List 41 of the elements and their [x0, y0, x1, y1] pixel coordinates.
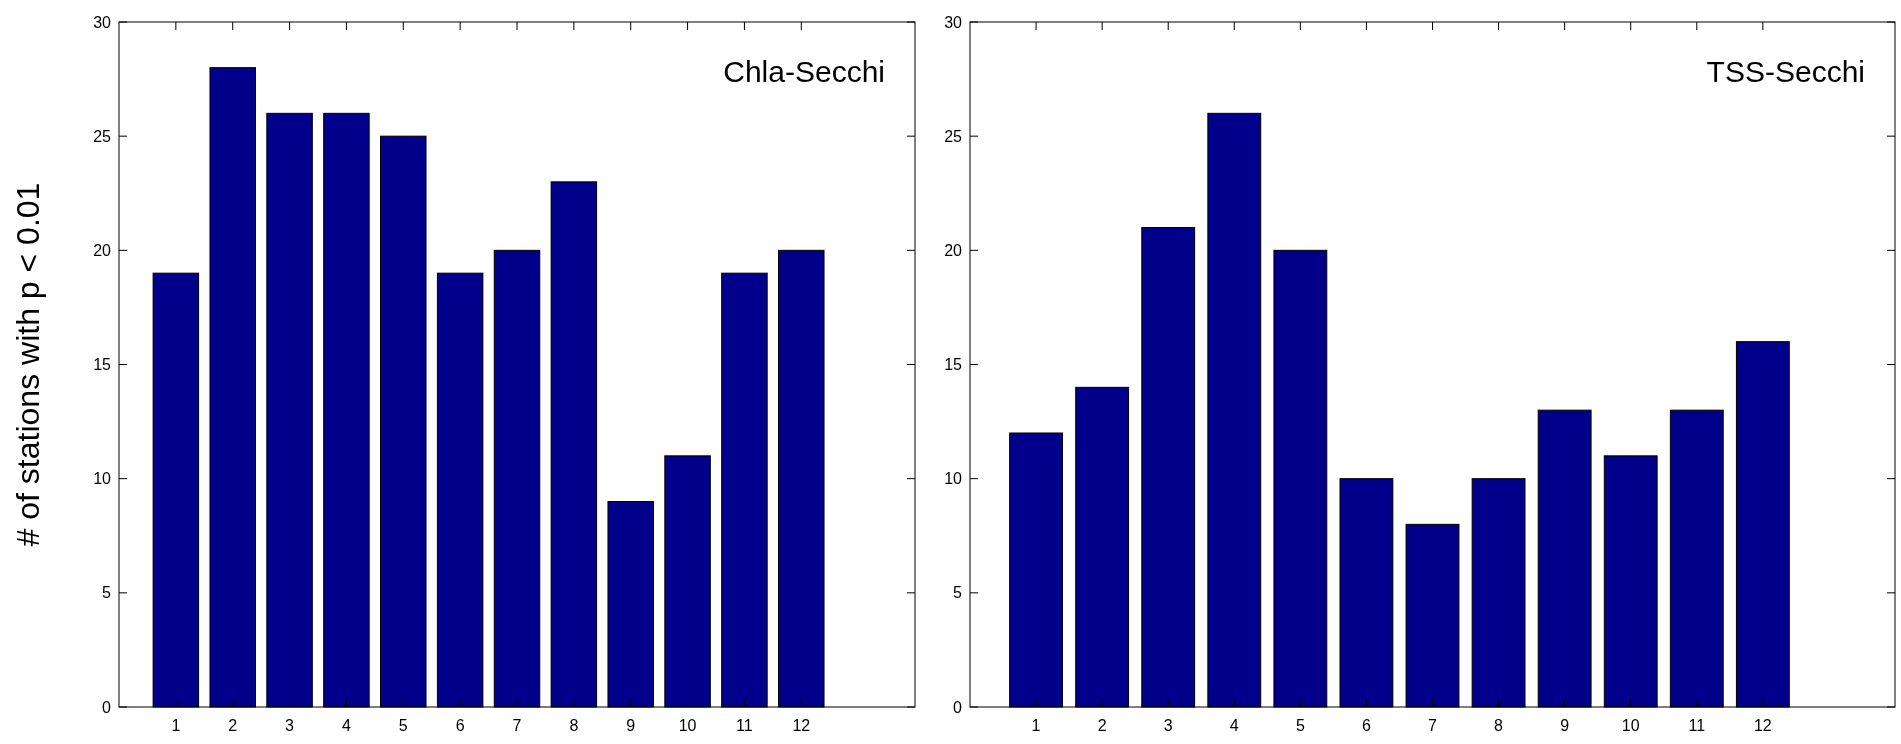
x-tick-label: 4	[1229, 717, 1239, 734]
y-tick-label: 0	[102, 698, 112, 716]
text: Chla-Secchi	[723, 55, 885, 88]
x-tick-label: 1	[1031, 717, 1041, 734]
y-tick-label: 5	[953, 584, 963, 602]
x-tick-label: 1	[171, 717, 181, 734]
x-tick-label: 2	[1097, 717, 1107, 734]
x-tick-label: 5	[398, 717, 408, 734]
y-tick-label: 30	[944, 13, 963, 31]
x-tick-label: 11	[1688, 717, 1706, 734]
x-tick-label: 4	[341, 717, 351, 734]
y-tick-label: 20	[93, 241, 112, 259]
y-tick-label: 5	[102, 584, 112, 602]
x-tick-label: 3	[1163, 717, 1173, 734]
y-tick-label: 30	[93, 13, 112, 31]
x-tick-label: 7	[512, 717, 522, 734]
x-tick-label: 3	[285, 717, 295, 734]
x-tick-label: 11	[736, 717, 753, 734]
x-tick-label: 6	[455, 717, 465, 734]
x-tick-label: 12	[792, 717, 811, 734]
y-tick-label: 0	[953, 698, 963, 716]
x-tick-label: 6	[1361, 717, 1371, 734]
x-tick-label: 2	[228, 717, 238, 734]
x-tick-label: 9	[626, 717, 636, 734]
x-tick-label: 10	[678, 717, 697, 734]
y-tick-label: 10	[944, 470, 963, 488]
y-axis-title: # of stations with p < 0.01	[10, 182, 46, 547]
x-tick-label: 10	[1621, 717, 1640, 734]
y-tick-label: 15	[93, 356, 112, 374]
text: TSS-Secchi	[1706, 55, 1865, 88]
y-tick-label: 25	[93, 127, 112, 145]
y-tick-label: 10	[93, 470, 112, 488]
x-tick-label: 8	[569, 717, 579, 734]
x-tick-label: 8	[1494, 717, 1504, 734]
x-tick-label: 9	[1560, 717, 1570, 734]
y-tick-label: 25	[944, 127, 963, 145]
x-tick-label: 7	[1428, 717, 1438, 734]
x-tick-label: 12	[1753, 717, 1772, 734]
x-tick-label: 5	[1295, 717, 1305, 734]
y-tick-label: 15	[944, 356, 963, 374]
y-tick-label: 20	[944, 241, 963, 259]
